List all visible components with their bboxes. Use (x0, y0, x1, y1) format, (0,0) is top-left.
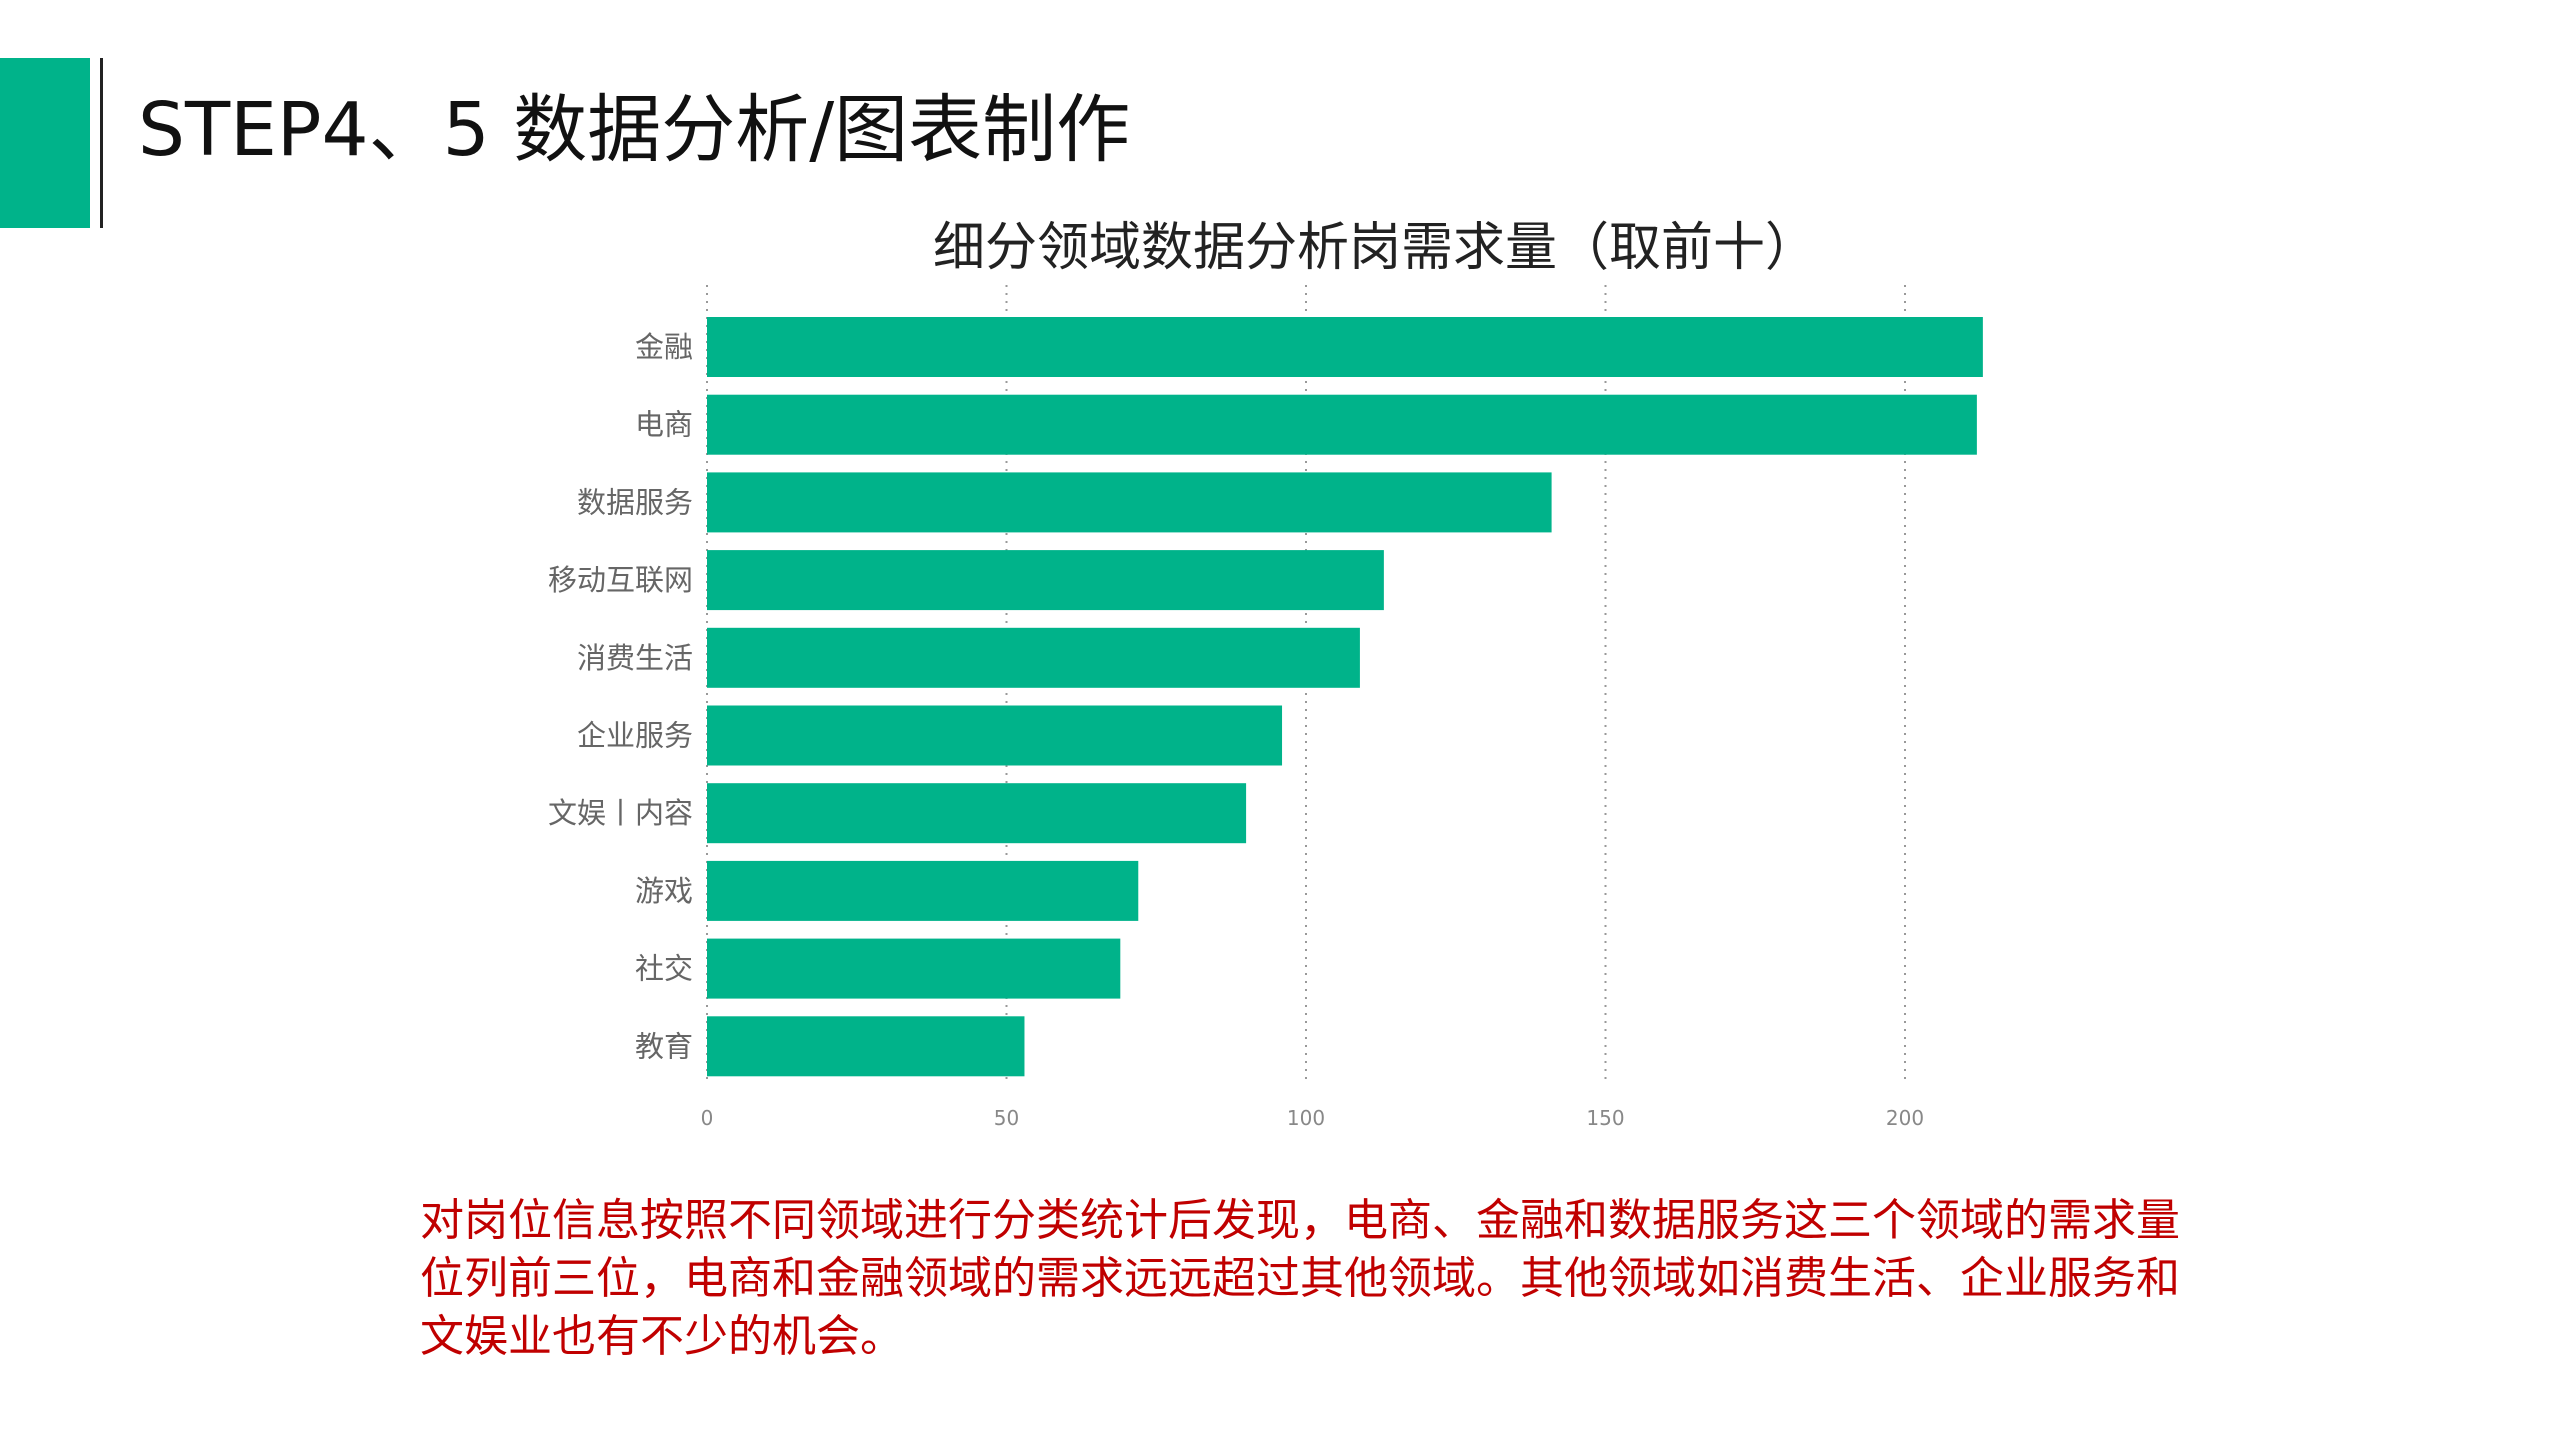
bar-0[interactable] (707, 317, 1983, 377)
category-label: 电商 (635, 408, 693, 442)
bar-7[interactable] (707, 860, 1139, 921)
title-accent-line (100, 58, 103, 228)
x-tick-label: 50 (994, 1106, 1019, 1130)
chart-bars (707, 317, 1983, 1077)
x-tick-label: 100 (1287, 1106, 1325, 1130)
bar-5[interactable] (707, 705, 1283, 766)
category-label: 消费生活 (577, 641, 693, 675)
bar-3[interactable] (707, 550, 1384, 611)
x-tick-label: 150 (1586, 1106, 1624, 1130)
bar-2[interactable] (707, 472, 1552, 533)
category-label: 游戏 (635, 874, 693, 908)
bar-6[interactable] (707, 783, 1247, 844)
bar-1[interactable] (707, 394, 1977, 455)
chart-title: 细分领域数据分析岗需求量（取前十） (932, 218, 1817, 278)
bar-9[interactable] (707, 1016, 1025, 1077)
chart-x-tick-labels: 0 50 100 150 200 (701, 1106, 1924, 1130)
category-label: 金融 (635, 330, 693, 364)
category-label: 数据服务 (577, 485, 693, 519)
title-accent-block (0, 58, 90, 228)
x-tick-label: 0 (701, 1106, 714, 1130)
x-tick-label: 200 (1886, 1106, 1924, 1130)
category-label: 社交 (635, 952, 693, 986)
slide-title: STEP4、5 数据分析/图表制作 (138, 87, 1131, 173)
category-label: 文娱丨内容 (548, 796, 693, 830)
bar-8[interactable] (707, 938, 1121, 999)
analysis-caption: 对岗位信息按照不同领域进行分类统计后发现，电商、金融和数据服务这三个领域的需求量… (420, 1195, 2180, 1362)
category-label: 教育 (635, 1029, 693, 1063)
bar-4[interactable] (707, 627, 1360, 688)
category-label: 企业服务 (577, 719, 693, 753)
category-label: 移动互联网 (548, 563, 693, 597)
